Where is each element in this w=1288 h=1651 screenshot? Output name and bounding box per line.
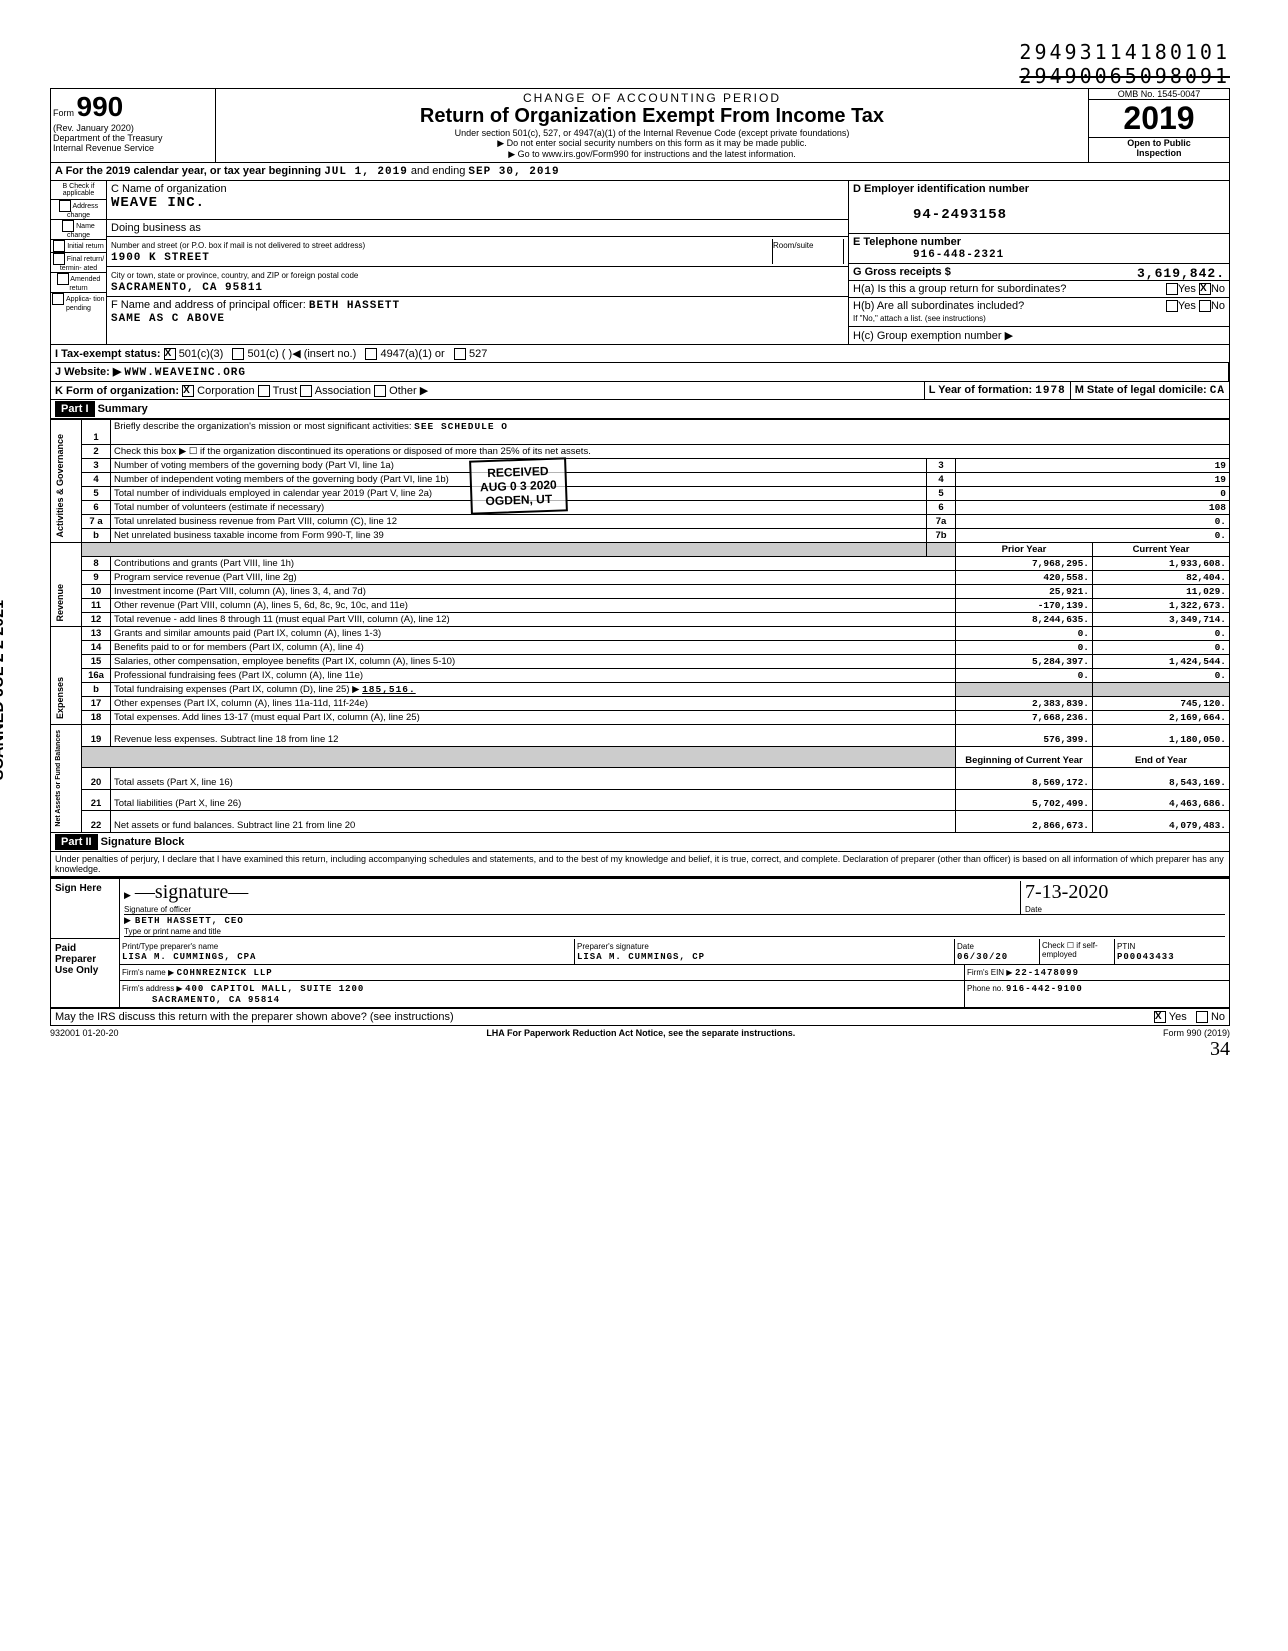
period-end: SEP 30, 2019 [468,166,559,178]
year-formation: 1978 [1035,385,1065,397]
form-note1: ▶ Do not enter social security numbers o… [218,138,1086,149]
fundraising-total: 185,516. [362,684,416,695]
form-note2: ▶ Go to www.irs.gov/Form990 for instruct… [218,149,1086,160]
vlabel-activities: Activities & Governance [54,430,66,542]
firm-name: COHNREZNICK LLP [177,968,273,978]
part-2-header: Part II Signature Block [50,833,1230,852]
barcode-2: 29490065098091 [50,64,1230,88]
discuss-yes[interactable] [1154,1011,1166,1023]
preparer-name: LISA M. CUMMINGS, CPA [122,952,256,962]
ein: 94-2493158 [913,207,1007,223]
form-dept: Department of the Treasury [53,133,213,143]
group-return-no[interactable] [1199,283,1211,295]
check-application[interactable] [52,293,64,305]
firm-phone: 916-442-9100 [1006,984,1083,994]
check-address[interactable] [59,200,71,212]
sign-date: 7-13-2020 [1025,881,1108,903]
form-subtitle: Under section 501(c), 527, or 4947(a)(1)… [218,128,1086,138]
form-corp[interactable] [182,385,194,397]
check-name[interactable] [62,220,74,232]
firm-ein: 22-1478099 [1015,968,1079,978]
received-stamp: RECEIVED AUG 0 3 2020 OGDEN, UT [469,458,568,515]
city: SACRAMENTO, CA 95811 [111,282,263,294]
change-period: CHANGE OF ACCOUNTING PERIOD [218,91,1086,105]
tax-year: 2019 [1089,100,1229,138]
section-b: B Check if applicable Address change Nam… [50,181,1230,345]
page-number: 34 [50,1038,1230,1061]
officer-signature: —signature— [135,881,248,903]
form-title: Return of Organization Exempt From Incom… [218,105,1086,128]
period-begin: JUL 1, 2019 [324,166,408,178]
line-3-val: 19 [956,459,1230,473]
form-header: Form 990 (Rev. January 2020) Department … [50,88,1230,163]
status-501c3[interactable] [164,348,176,360]
ptin: P00043433 [1117,952,1175,962]
street: 1900 K STREET [111,252,210,264]
officer-printed: BETH HASSETT, CEO [135,916,244,926]
part-1-header: Part I Summary [50,400,1230,419]
scanned-stamp: SCANNED JUL 2 2 2021 [0,600,8,780]
gross-receipts: 3,619,842. [1137,266,1225,281]
period-row: A For the 2019 calendar year, or tax yea… [50,163,1230,181]
officer-name: BETH HASSETT [309,300,400,312]
mission: SEE SCHEDULE O [414,421,508,432]
summary-table: Activities & Governance 1 Briefly descri… [50,419,1230,833]
vlabel-revenue: Revenue [54,580,66,626]
org-name: WEAVE INC. [111,195,205,211]
form-rev: (Rev. January 2020) [53,123,213,133]
check-initial[interactable] [53,240,65,252]
barcode-1: 29493114180101 [50,40,1230,64]
phone: 916-448-2321 [913,249,1004,261]
discuss-no[interactable] [1196,1011,1208,1023]
check-final[interactable] [53,253,65,265]
form-number: 990 [77,91,124,122]
vlabel-expenses: Expenses [54,673,66,723]
vlabel-netassets: Net Assets or Fund Balances [54,726,63,831]
form-irs: Internal Revenue Service [53,143,213,153]
state-domicile: CA [1210,385,1225,397]
omb: OMB No. 1545-0047 [1089,89,1229,100]
signature-block: Sign Here —signature—Signature of office… [50,877,1230,1009]
perjury-statement: Under penalties of perjury, I declare th… [50,852,1230,877]
check-amended[interactable] [57,273,69,285]
website: WWW.WEAVEINC.ORG [124,367,246,379]
